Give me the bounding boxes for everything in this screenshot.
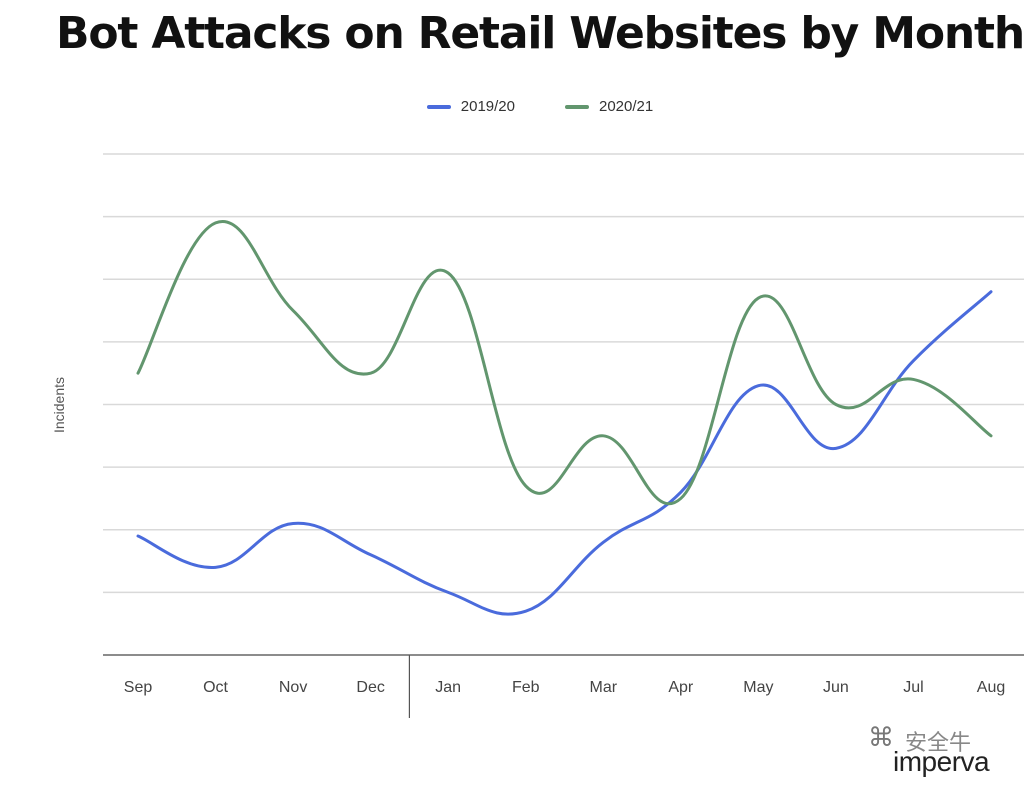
wechat-icon: ⌘ xyxy=(868,722,894,752)
x-tick-label: Jun xyxy=(823,679,849,696)
x-tick-label: Sep xyxy=(124,679,153,696)
series-line-1 xyxy=(136,290,993,616)
legend-label-series-2: 2020/21 xyxy=(599,98,654,115)
legend-label-series-1: 2019/20 xyxy=(460,98,515,115)
gridlines xyxy=(103,153,1024,594)
chart-title: Bot Attacks on Retail Websites by Month xyxy=(56,8,1024,59)
x-tick-label: Jul xyxy=(903,679,923,696)
x-tick-label: Nov xyxy=(279,679,307,696)
legend-item-series-2[interactable]: 2020/21 xyxy=(565,98,653,115)
legend-swatch-series-2 xyxy=(565,104,589,109)
x-tick-label: Mar xyxy=(589,679,617,696)
x-tick-label: Jan xyxy=(435,679,461,696)
x-tick-labels: Sep Oct Nov Dec Jan Feb Mar Apr May Jun Jul Aug xyxy=(124,679,1005,696)
x-tick-label: Oct xyxy=(203,679,228,696)
x-tick-label: Feb xyxy=(512,679,540,696)
watermark-text: 安全牛 xyxy=(905,730,972,755)
series-lines xyxy=(136,219,993,616)
legend-item-series-1[interactable]: 2019/20 xyxy=(426,98,515,115)
axes xyxy=(103,654,1024,718)
legend-swatch-series-1 xyxy=(426,104,451,109)
legend: 2019/20 2020/21 xyxy=(0,98,1024,115)
x-tick-label: May xyxy=(743,679,773,696)
x-tick-label: Dec xyxy=(356,679,384,696)
series-line-2 xyxy=(136,219,993,506)
x-tick-label: Aug xyxy=(977,679,1005,696)
x-tick-label: Apr xyxy=(668,679,694,696)
brand-logo: imperva xyxy=(893,746,990,777)
